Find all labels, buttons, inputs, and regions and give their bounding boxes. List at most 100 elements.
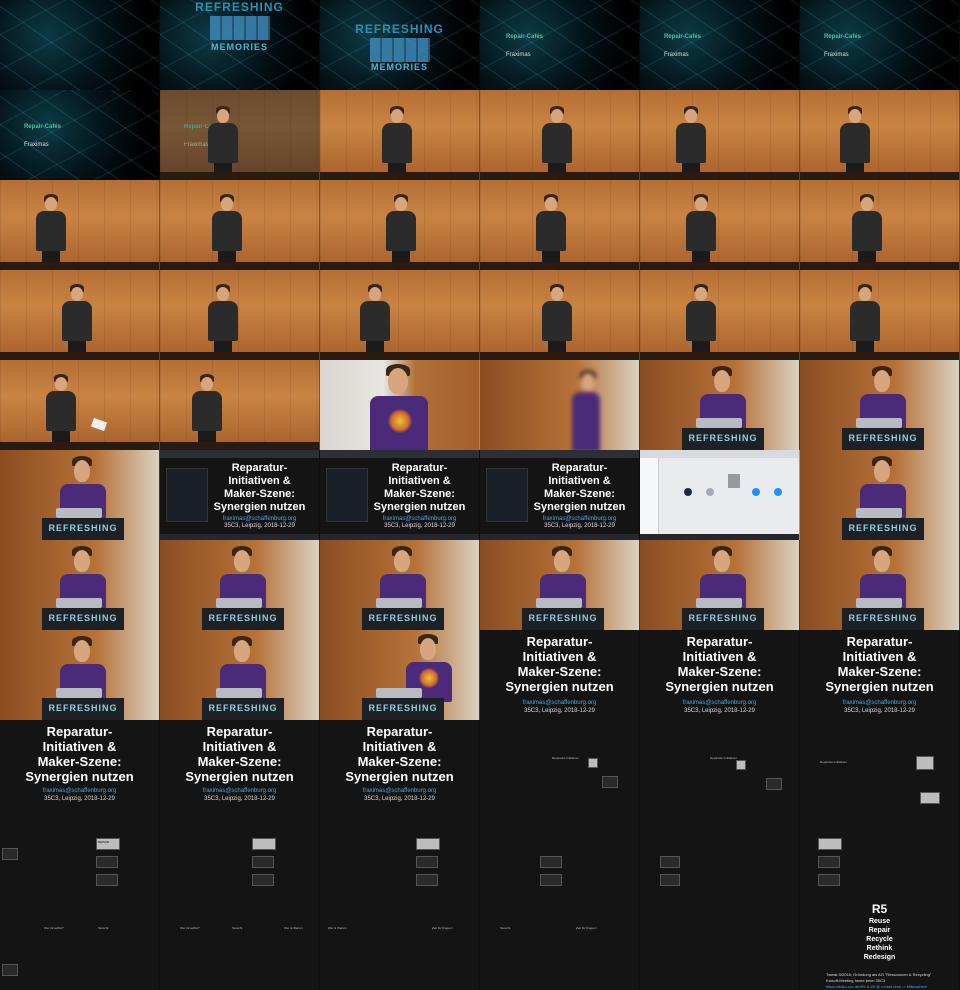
frame-speaker [160,270,320,360]
frame-podium: REFRESHING [320,540,480,630]
frame-overview-map [160,810,320,900]
frame-intro-logo: REFRESHING MEMORIES [320,0,480,90]
frame-podium: REFRESHING [800,360,960,450]
frame-overview-map [640,900,800,990]
frame-title-slide: Reparatur- Initiativen & Maker-Szene: Syner… [0,720,160,810]
frame-podium: REFRESHING [640,360,800,450]
podium-logo: REFRESHING [848,613,918,623]
frame-speaker [160,180,320,270]
podium-logo: REFRESHING [48,613,118,623]
logo-line2: MEMORIES [370,62,428,72]
frame-overview-map: Wer & Warum Zeit für Fragen! [320,900,480,990]
slide-email: fraximas@schaffenburg.org [682,700,757,706]
slide-title: Reparatur- Initiativen & Maker-Szene: Syner… [533,462,626,513]
r5-bullet: Tweak 5/2018: Gründung als AG "Ressource… [826,972,932,977]
r5-item: Redesign [863,954,896,961]
overview-node: Wer & Warum [284,926,303,930]
speaker-name: Fraximas [664,52,689,58]
frame-crossfade: Repair-Cafés Fraximas [160,90,320,180]
overview-node: Wer ist selbst? [44,926,64,930]
frame-podium: REFRESHING [0,540,160,630]
r5-link[interactable]: https://doku.ccc.de/R5 & #5 @ rocket.cha… [826,984,928,989]
overview-node: REPAIR [98,840,109,844]
podium: REFRESHING [362,698,444,720]
podium-logo: REFRESHING [368,613,438,623]
frame-podium: REFRESHING [320,630,480,720]
logo-mark [209,16,270,40]
frame-speaker [640,180,800,270]
frame-overview-map: Reparatur-Initiativen [800,720,960,810]
overview-node: Zeit für Fragen! [576,926,597,930]
slide-email: fraximas@schaffenburg.org [362,788,437,794]
slide-title: Reparatur- Initiativen & Maker-Szene: Syner… [25,724,134,784]
podium: REFRESHING [682,608,764,630]
frame-overview-map: Reparatur-Initiativen [480,720,640,810]
podium: REFRESHING [42,518,124,540]
frame-speaker [160,360,320,450]
frame-overview-map [800,810,960,900]
repair-cafe-title: Repair-Cafés [24,124,62,130]
podium: REFRESHING [842,608,924,630]
file-icon [728,474,740,488]
repair-cafe-title: Repair-Cafés [184,124,222,130]
slide-event: 35C3, Leipzig, 2018-12-29 [524,708,595,714]
slide-title: Reparatur- Initiativen & Maker-Szene: Syner… [665,634,774,694]
podium-logo: REFRESHING [848,433,918,443]
slide-event: 35C3, Leipzig, 2018-12-29 [384,523,455,529]
frame-title-slide: Reparatur- Initiativen & Maker-Szene: Syner… [800,630,960,720]
speaker-name: Fraximas [506,52,531,58]
overview-node: Reparatur-Initiativen [710,756,738,760]
frame-file-manager [640,450,800,540]
frame-speaker [0,270,160,360]
frame-title-slide: Reparatur- Initiativen & Maker-Szene: Syner… [480,630,640,720]
slide-event: 35C3, Leipzig, 2018-12-29 [844,708,915,714]
frame-repair-cafe: Repair-Cafés Fraximas [640,0,800,90]
frame-title-slide: Reparatur- Initiativen & Maker-Szene: Syner… [320,720,480,810]
paper-note [90,417,108,432]
podium: REFRESHING [42,698,124,720]
frame-speaker [320,90,480,180]
app-icon [774,488,782,496]
frame-overview-map: Tauscht Zeit für Fragen! [480,900,640,990]
frame-podium: REFRESHING [800,540,960,630]
slide-email: fraximas@schaffenburg.org [842,700,917,706]
slide-title: Reparatur- Initiativen & Maker-Szene: Syner… [505,634,614,694]
frame-closeup-speaker [320,360,480,450]
overview-node: Tauscht [98,926,109,930]
file-icon [706,488,714,496]
overview-node: Wer ist selbst? [180,926,200,930]
speaker-name: Fraximas [824,52,849,58]
podium-logo: REFRESHING [528,613,598,623]
repair-cafe-title: Repair-Cafés [664,34,702,40]
slide-event: 35C3, Leipzig, 2018-12-29 [44,796,115,802]
slide-event: 35C3, Leipzig, 2018-12-29 [224,523,295,529]
repair-cafe-title: Repair-Cafés [506,34,544,40]
frame-overview-map: REPAIR [0,810,160,900]
logo-line1: REFRESHING [355,22,444,36]
slide-event: 35C3, Leipzig, 2018-12-29 [684,708,755,714]
slide-email: fraximas@schaffenburg.org [202,788,277,794]
slide-email: fraximas@schaffenburg.org [522,700,597,706]
speaker-name: Fraximas [184,142,209,148]
frame-repair-cafe: Repair-Cafés Fraximas [0,90,160,180]
frame-speaker [0,180,160,270]
podium-logo: REFRESHING [208,703,278,713]
podium-logo: REFRESHING [208,613,278,623]
r5-title: R5 [871,902,888,916]
frame-speaker [800,270,960,360]
app-icon [752,488,760,496]
overview-node: Tauscht [500,926,511,930]
frame-podium: REFRESHING [640,540,800,630]
overview-node: Reparatur-Initiativen [820,760,848,764]
frame-speaker-walking [480,360,640,450]
frame-repair-cafe: Repair-Cafés Fraximas [480,0,640,90]
slide-email: fraximas@schaffenburg.org [382,516,457,522]
r5-item: Rethink [866,945,893,952]
podium-logo: REFRESHING [688,433,758,443]
frame-title-slide: Reparatur- Initiativen & Maker-Szene: Syner… [160,720,320,810]
frame-repair-cafe: Repair-Cafés Fraximas [800,0,960,90]
podium: REFRESHING [202,698,284,720]
frame-speaker [480,270,640,360]
frame-overview-map [320,810,480,900]
